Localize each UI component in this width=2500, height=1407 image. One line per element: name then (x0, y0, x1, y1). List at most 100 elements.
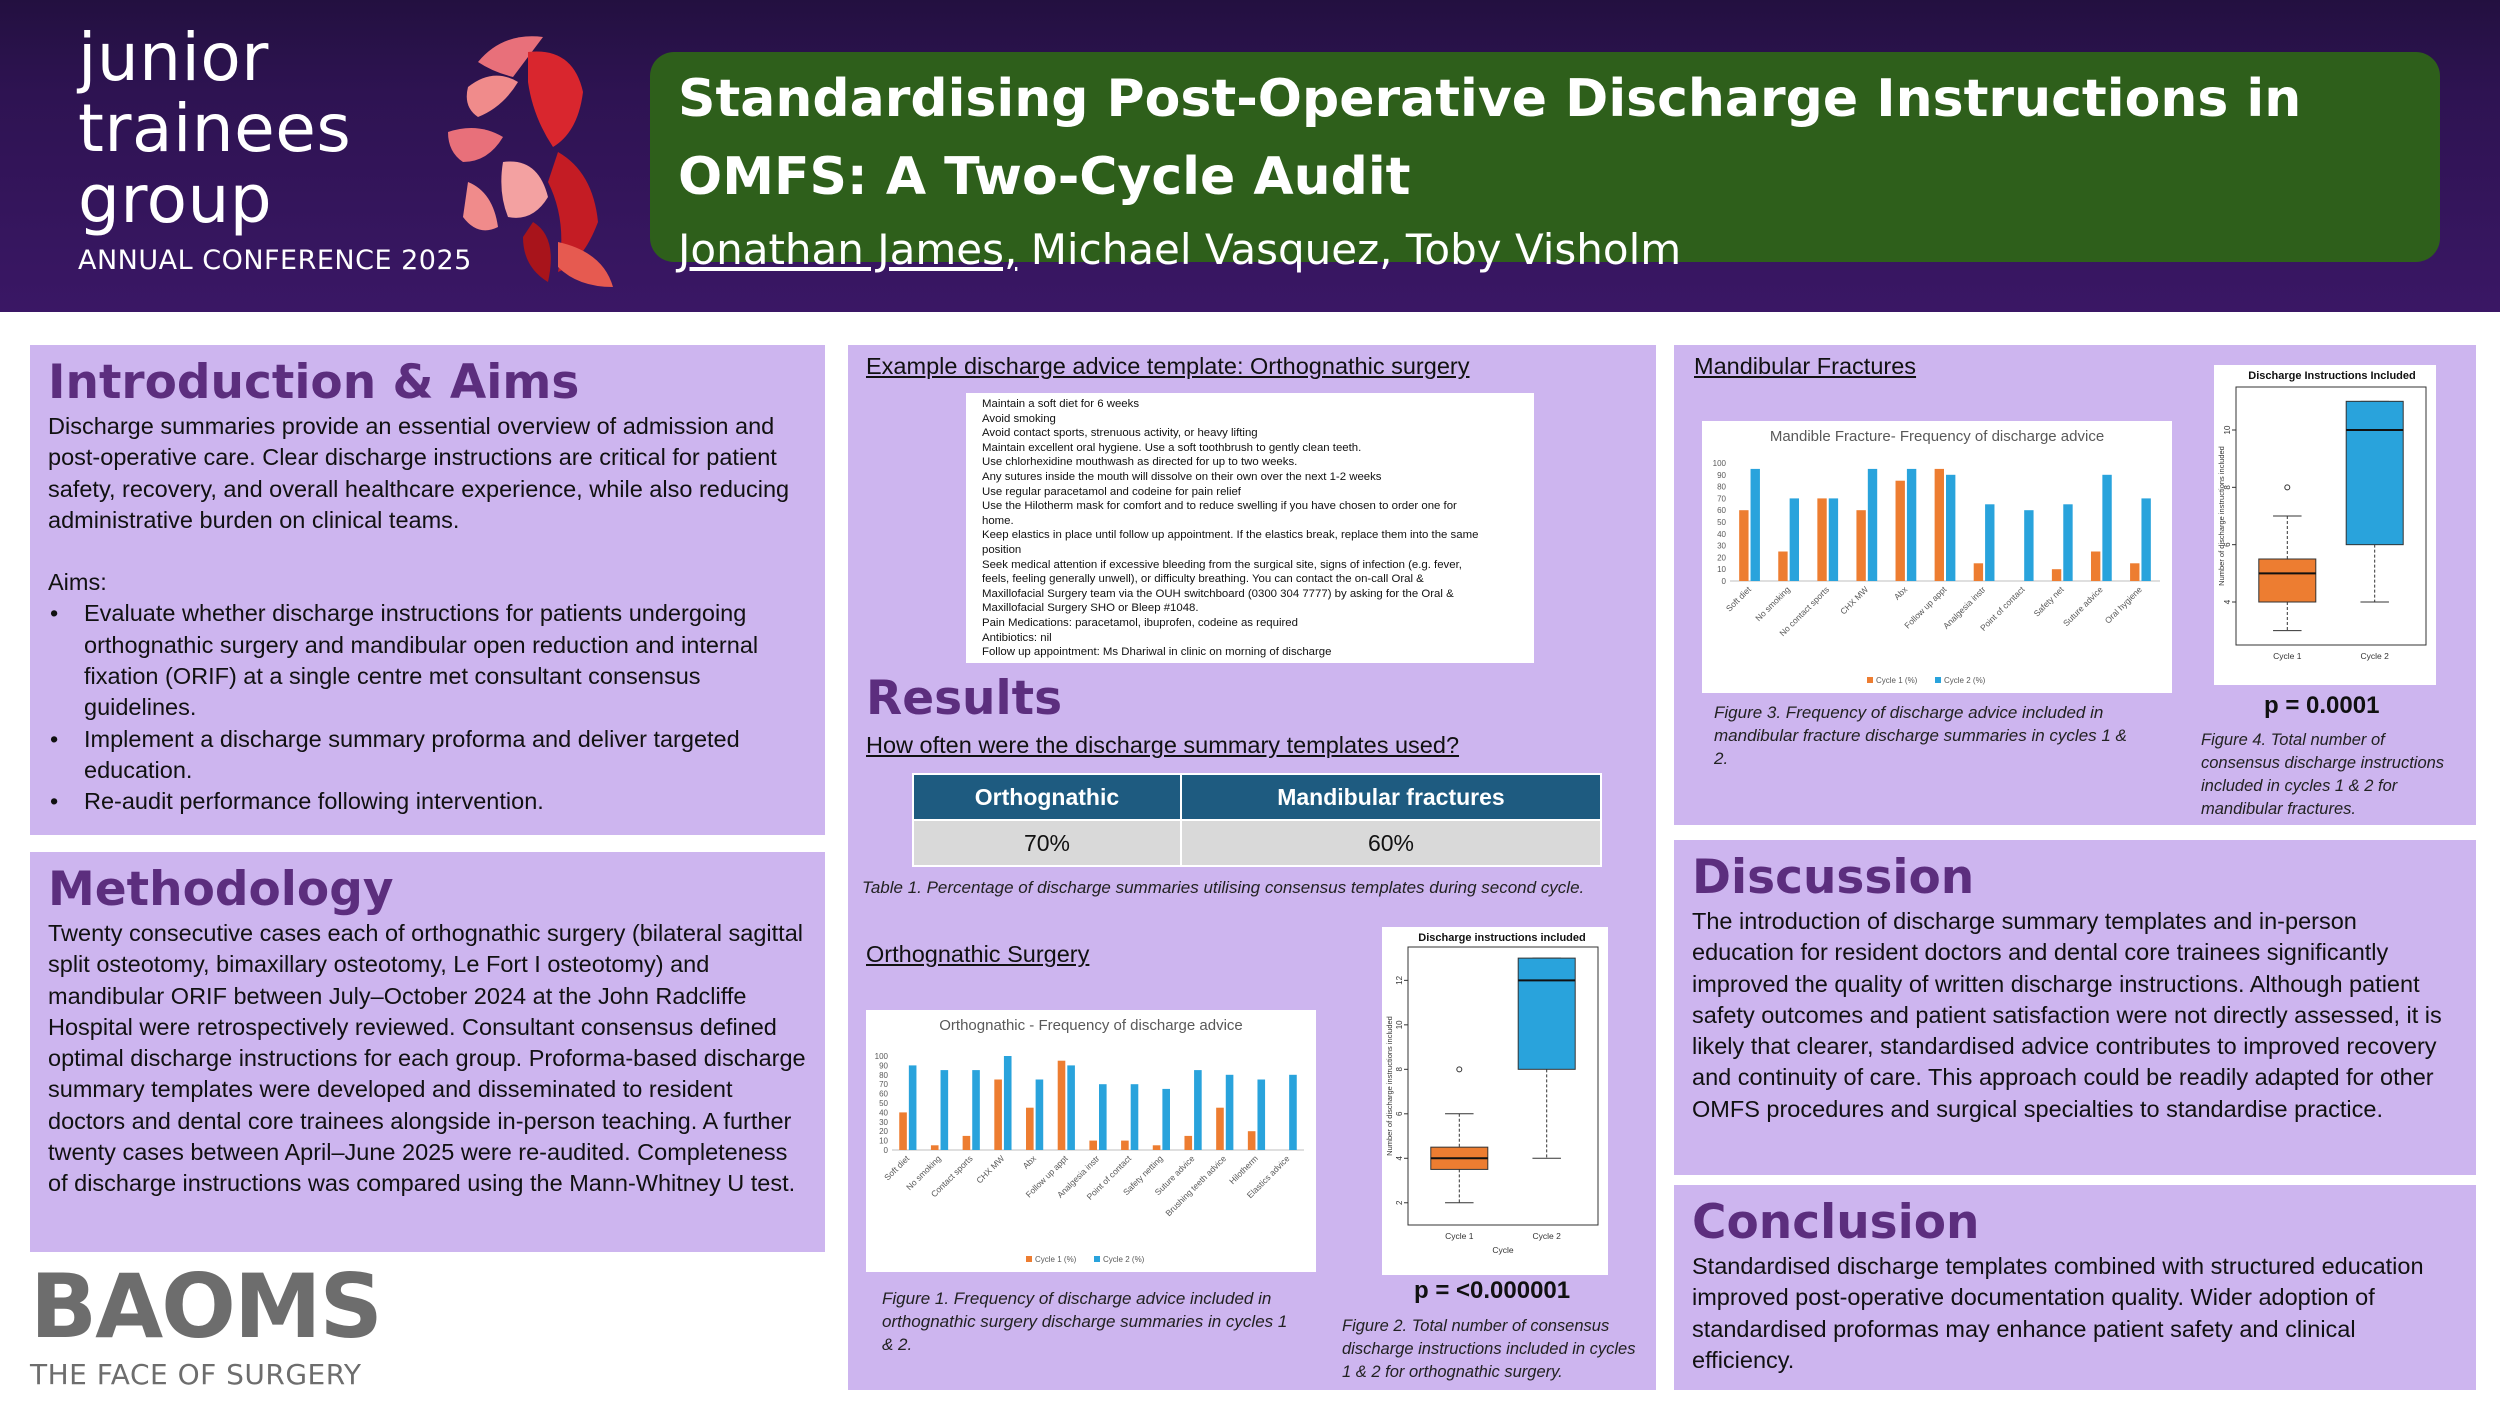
x-tick-label: Abx (1021, 1153, 1039, 1171)
conclusion-heading: Conclusion (1692, 1195, 1980, 1250)
bar-cycle-2 (1257, 1079, 1266, 1150)
y-tick-label: 100 (875, 1052, 889, 1061)
bar-cycle-1 (1089, 1140, 1097, 1150)
aim-item: Re-audit performance following intervent… (48, 786, 807, 818)
baoms-logo: BAOMS THE FACE OF SURGERY (30, 1262, 410, 1397)
legend-swatch (1026, 1256, 1032, 1262)
figure-4-pvalue: p = 0.0001 (2264, 692, 2380, 719)
bar-cycle-1 (1057, 1060, 1066, 1150)
figure-2-svg: Discharge instructions included 2 4 6 8 10 12 N… (1385, 932, 1599, 1255)
bar-cycle-2 (1194, 1070, 1202, 1150)
lead-author: Jonathan James, (678, 225, 1018, 274)
bar-cycle-2 (1003, 1056, 1012, 1150)
x-tick-label: No smoking (1753, 584, 1792, 623)
bar-cycle-1 (1247, 1131, 1256, 1150)
bar-cycle-1 (1934, 468, 1944, 581)
brand-block: junior trainees group ANNUAL CONFERENCE … (78, 22, 472, 276)
template-line: Use chlorhexidine mouthwash as directed … (982, 456, 1298, 469)
y-tick-label: 8 (2223, 485, 2232, 490)
legend-swatch (1094, 1256, 1100, 1262)
y-tick-label: 6 (1395, 1111, 1404, 1116)
introduction-paragraph: Discharge summaries provide an essential… (48, 413, 790, 533)
x-tick-label: Soft diet (1724, 584, 1754, 614)
legend-swatch (1935, 677, 1941, 683)
bar-cycle-1 (2130, 563, 2140, 581)
y-tick-label: 60 (1717, 506, 1726, 515)
template-line: Pain Medications: paracetamol, ibuprofen… (982, 616, 1298, 629)
y-tick-label: 50 (879, 1099, 888, 1108)
bar-cycle-1 (1026, 1107, 1034, 1150)
figure-1-svg: Orthognathic - Frequency of discharge ad… (875, 1017, 1304, 1264)
bar-cycle-2 (1867, 468, 1878, 581)
y-tick-label: 70 (879, 1080, 888, 1089)
other-authors: Michael Vasquez, Toby Visholm (1017, 225, 1682, 274)
bar-cycle-2 (908, 1065, 917, 1150)
bar-cycle-1 (1739, 510, 1749, 581)
discussion-panel: Discussion The introduction of discharge… (1674, 840, 2476, 1175)
bar-cycle-1 (2090, 551, 2101, 581)
title-box: Standardising Post-Operative Discharge I… (650, 52, 2440, 274)
y-tick-label: 20 (1717, 553, 1726, 562)
table-cell-orthognathic: 70% (912, 819, 1182, 867)
bar-cycle-1 (1152, 1145, 1161, 1150)
template-line: Maxillofacial Surgery SHO or Bleep #1048… (982, 602, 1199, 615)
x-tick-label: Cycle 2 (2361, 651, 2390, 661)
poster-title-line-2: OMFS: A Two-Cycle Audit (678, 147, 1411, 207)
template-line: Use the Hilotherm mask for comfort and t… (982, 500, 1457, 513)
poster-header: junior trainees group ANNUAL CONFERENCE … (0, 0, 2500, 312)
methodology-panel: Methodology Twenty consecutive cases eac… (30, 852, 825, 1252)
y-tick-label: 2 (1395, 1200, 1404, 1205)
y-tick-label: 10 (1395, 1020, 1404, 1029)
template-line: feels, feeling generally unwell), or dif… (982, 573, 1424, 586)
y-tick-label: 0 (1722, 577, 1727, 586)
y-tick-label: 8 (1395, 1067, 1404, 1072)
bar-cycle-1 (994, 1079, 1002, 1150)
bar-cycle-1 (1121, 1140, 1129, 1150)
bar-cycle-2 (1985, 504, 1995, 581)
y-tick-label: 40 (1717, 530, 1726, 539)
box-cycle-2 (2345, 400, 2404, 546)
y-tick-label: 90 (1717, 471, 1726, 480)
bar-cycle-1 (1856, 510, 1866, 581)
bar-cycle-1 (899, 1112, 907, 1150)
bar-cycle-2 (1067, 1065, 1075, 1150)
template-line: Seek medical attention if excessive blee… (982, 558, 1462, 571)
y-tick-label: 6 (2223, 542, 2232, 547)
figure-3-caption: Figure 3. Frequency of discharge advice … (1714, 703, 2127, 768)
y-tick-label: 80 (1717, 483, 1726, 492)
introduction-heading: Introduction & Aims (48, 355, 580, 410)
figure-2-caption: Figure 2. Total number of consensus disc… (1342, 1317, 1636, 1381)
outlier-point (2284, 484, 2291, 491)
orthognathic-heading: Orthognathic Surgery (866, 941, 1090, 967)
figure-2-chart: Discharge instructions included 2 4 6 8 10 12 N… (1382, 927, 1608, 1275)
bar-cycle-2 (972, 1070, 980, 1150)
x-tick-label: Cycle 2 (1533, 1231, 1562, 1241)
y-tick-label: 12 (1395, 975, 1404, 984)
template-line: Maintain a soft diet for 6 weeks (982, 398, 1140, 410)
figure-2-pvalue: p = <0.000001 (1414, 1277, 1571, 1304)
chart-title: Discharge Instructions Included (2248, 370, 2415, 382)
bar-cycle-2 (940, 1070, 949, 1150)
bar-cycle-2 (1750, 468, 1760, 581)
table-header-orthognathic: Orthognathic (912, 773, 1182, 821)
bar-cycle-1 (1817, 498, 1827, 581)
y-tick-label: 20 (879, 1127, 888, 1136)
bar-cycle-2 (1828, 498, 1839, 581)
outlier-point (1456, 1066, 1463, 1073)
figure-1-caption: Figure 1. Frequency of discharge advice … (882, 1289, 1288, 1354)
bar-cycle-2 (1789, 498, 1800, 581)
template-usage-table: Orthognathic Mandibular fractures 70% 60… (912, 773, 1603, 867)
x-tick-label: Safety net (2032, 584, 2067, 619)
results-panel: Example discharge advice template: Ortho… (848, 345, 1656, 1390)
bar-cycle-2 (2063, 504, 2073, 581)
y-tick-label: 60 (879, 1090, 888, 1099)
face-logo-icon (448, 36, 613, 287)
y-tick-label: 30 (879, 1118, 888, 1127)
figure-3-svg: Mandible Fracture- Frequency of discharg… (1713, 428, 2160, 685)
aim-item: Implement a discharge summary proforma a… (48, 724, 807, 787)
figure-4-caption: Figure 4. Total number of consensus disc… (2201, 731, 2445, 818)
y-tick-label: 90 (879, 1061, 888, 1070)
conclusion-paragraph: Standardised discharge templates combine… (1692, 1253, 2424, 1373)
usage-question: How often were the discharge summary tem… (866, 732, 1460, 758)
y-axis-label: Number of discharge instructions include… (2217, 446, 2226, 586)
